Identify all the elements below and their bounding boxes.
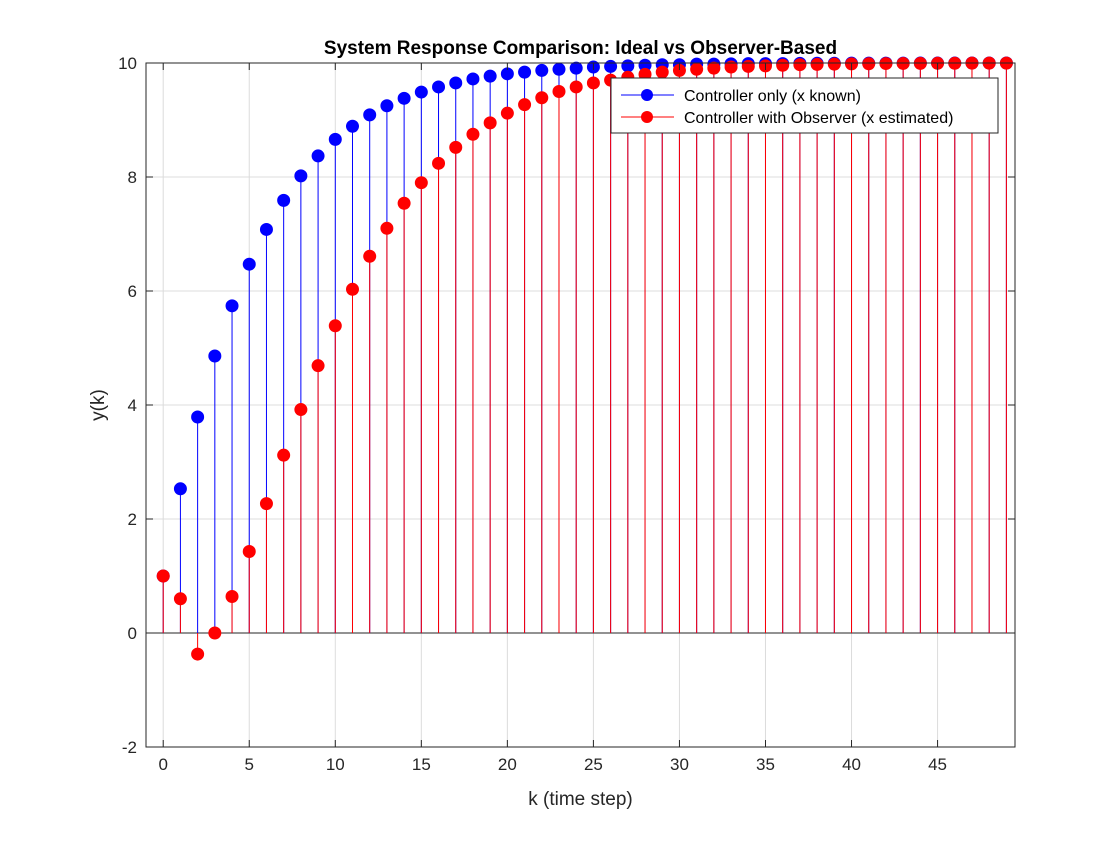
data-point — [827, 57, 841, 71]
legend-box — [610, 77, 999, 134]
x-tick-label: 30 — [670, 755, 689, 774]
data-point — [776, 58, 790, 72]
data-point — [328, 319, 342, 333]
data-point — [552, 62, 566, 76]
data-point — [518, 65, 532, 79]
legend: Controller only (x known) Controller wit… — [610, 77, 999, 134]
data-point — [518, 98, 532, 112]
data-point — [741, 59, 755, 73]
data-point — [414, 176, 428, 190]
data-point — [569, 61, 583, 75]
data-point — [363, 249, 377, 263]
x-tick-label: 15 — [412, 755, 431, 774]
data-point — [466, 127, 480, 141]
x-axis-label: k (time step) — [528, 789, 633, 810]
x-tick-label: 0 — [158, 755, 167, 774]
data-point — [432, 156, 446, 170]
y-tick-label: 6 — [128, 282, 137, 301]
data-point — [277, 193, 291, 207]
data-point — [879, 57, 893, 71]
x-tick-label: 35 — [756, 755, 775, 774]
data-point — [500, 106, 514, 120]
data-point — [724, 60, 738, 74]
series-1 — [156, 56, 1013, 661]
series-layer — [156, 56, 1013, 661]
legend-marker-controller-with-observer — [641, 111, 653, 123]
data-point — [242, 257, 256, 271]
data-point — [449, 140, 463, 154]
data-point — [380, 221, 394, 235]
x-tick-label: 5 — [245, 755, 254, 774]
data-point — [345, 282, 359, 296]
data-point — [208, 349, 222, 363]
data-point — [466, 72, 480, 86]
y-tick-label: 4 — [128, 396, 137, 415]
legend-entry-controller-with-observer: Controller with Observer (x estimated) — [684, 110, 953, 127]
y-tick-label: 10 — [118, 54, 137, 73]
data-point — [604, 59, 618, 73]
data-point — [535, 63, 549, 77]
data-point — [208, 626, 222, 640]
legend-marker-controller-only — [641, 89, 653, 101]
data-point — [311, 359, 325, 373]
data-point — [294, 403, 308, 417]
data-point — [191, 647, 205, 661]
data-point — [242, 544, 256, 558]
data-point — [793, 58, 807, 72]
y-tick-label: 8 — [128, 168, 137, 187]
data-point — [535, 91, 549, 105]
legend-entry-controller-only: Controller only (x known) — [684, 88, 861, 105]
data-point — [259, 222, 273, 236]
x-tick-label: 25 — [584, 755, 603, 774]
data-point — [397, 91, 411, 105]
data-point — [483, 69, 497, 83]
data-point — [363, 108, 377, 122]
data-point — [156, 569, 170, 583]
y-tick-label: -2 — [122, 738, 137, 757]
data-point — [483, 116, 497, 130]
data-point — [449, 76, 463, 90]
data-point — [707, 61, 721, 75]
data-point — [397, 196, 411, 210]
data-point — [586, 76, 600, 90]
x-tick-label: 45 — [928, 755, 947, 774]
x-tick-label: 20 — [498, 755, 517, 774]
y-tick-label: 2 — [128, 510, 137, 529]
data-point — [173, 482, 187, 496]
data-point — [225, 590, 239, 604]
data-point — [810, 57, 824, 71]
data-point — [294, 169, 308, 183]
data-point — [380, 99, 394, 113]
chart-title: System Response Comparison: Ideal vs Obs… — [324, 38, 837, 59]
data-point — [621, 59, 635, 73]
data-point — [173, 592, 187, 606]
x-tick-label: 10 — [326, 755, 345, 774]
y-axis-label: y(k) — [88, 389, 109, 421]
data-point — [191, 410, 205, 424]
x-tick-label: 40 — [842, 755, 861, 774]
ticks: 0 5 10 15 20 25 30 35 40 45 -2 0 2 4 6 8 10 — [118, 54, 1015, 774]
data-point — [345, 119, 359, 133]
data-point — [414, 85, 428, 99]
data-point — [225, 299, 239, 313]
data-point — [690, 62, 704, 76]
data-point — [328, 132, 342, 146]
data-point — [862, 57, 876, 71]
data-point — [259, 497, 273, 511]
y-tick-label: 0 — [128, 624, 137, 643]
data-point — [277, 448, 291, 462]
data-point — [655, 65, 669, 79]
data-point — [432, 80, 446, 94]
data-point — [311, 149, 325, 163]
data-point — [552, 85, 566, 98]
data-point — [569, 80, 583, 94]
